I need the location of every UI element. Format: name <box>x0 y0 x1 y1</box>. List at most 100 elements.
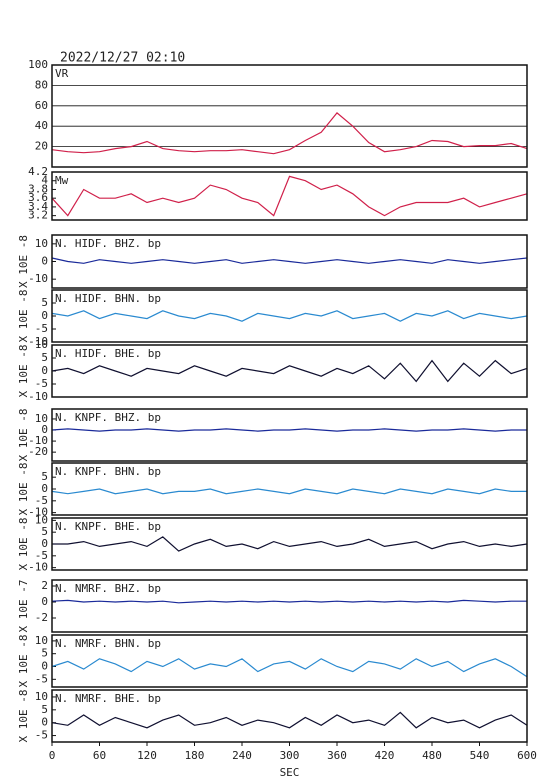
y-tick-label: 5 <box>41 470 48 483</box>
y-tick-label: 4.2 <box>28 165 48 178</box>
x-tick-label: 360 <box>327 749 347 762</box>
y-tick-label: 100 <box>28 58 48 71</box>
x-tick-label: 120 <box>137 749 157 762</box>
x-tick-label: 300 <box>280 749 300 762</box>
y-tick-label: 0 <box>41 716 48 729</box>
y-tick-label: 10 <box>35 237 48 250</box>
trace <box>52 536 528 552</box>
trace <box>51 257 528 264</box>
y-tick-label: 3.4 <box>28 200 48 213</box>
y-tick-label: 0 <box>41 595 48 608</box>
panel-label: N. NMRF. BHZ. bp <box>55 582 161 595</box>
panel-label: N. HIDF. BHE. bp <box>55 347 161 360</box>
y-tick-label: 3.2 <box>28 209 48 222</box>
y-tick-label: -10 <box>28 561 48 574</box>
panel-frame <box>51 579 528 633</box>
x-tick-label: 420 <box>375 749 395 762</box>
y-tick-label: 0 <box>41 537 48 550</box>
y-axis-label: X 10E -7 <box>17 580 30 633</box>
y-tick-label: 5 <box>41 703 48 716</box>
y-tick-label: -10 <box>28 390 48 403</box>
x-tick-label: 480 <box>422 749 442 762</box>
panel-label: N. KNPF. BHN. bp <box>55 465 161 478</box>
y-tick-label: 10 <box>35 634 48 647</box>
y-tick-label: 0 <box>41 482 48 495</box>
panel-label: N. KNPF. BHE. bp <box>55 520 161 533</box>
trace <box>51 711 528 729</box>
y-tick-label: 10 <box>35 690 48 703</box>
y-tick-label: 5 <box>41 647 48 660</box>
y-tick-label: 5 <box>41 351 48 364</box>
y-tick-label: -5 <box>35 494 48 507</box>
y-tick-label: -5 <box>35 549 48 562</box>
y-tick-label: 4 <box>41 174 48 187</box>
y-tick-label: 40 <box>35 119 48 132</box>
y-tick-label: 5 <box>41 525 48 538</box>
y-tick-label: 0 <box>41 423 48 436</box>
y-tick-label: -5 <box>35 377 48 390</box>
y-axis-label: X 10E -8 <box>17 518 30 571</box>
trace <box>51 488 527 495</box>
panel-frame <box>51 517 528 571</box>
y-tick-label: -2 <box>35 611 48 624</box>
y-tick-label: 0 <box>41 364 48 377</box>
y-tick-label: 0 <box>41 255 48 268</box>
panel-frame <box>51 634 528 688</box>
panel-label: N. KNPF. BHZ. bp <box>55 411 161 424</box>
y-tick-label: 5 <box>41 296 48 309</box>
panel-frame <box>51 408 528 462</box>
y-tick-label: 3.8 <box>28 182 48 195</box>
panel-frame <box>51 234 528 289</box>
panel-frame <box>51 289 528 343</box>
x-axis-label: SEC <box>280 766 300 779</box>
panel-label: N. HIDF. BHZ. bp <box>55 237 161 250</box>
y-tick-label: 80 <box>35 78 48 91</box>
y-tick-label: 10 <box>35 513 48 526</box>
y-tick-label: -10 <box>28 335 48 348</box>
panel-label: N. HIDF. BHN. bp <box>55 292 161 305</box>
trace <box>51 310 528 322</box>
y-tick-label: -20 <box>28 445 48 458</box>
trace <box>51 599 527 604</box>
x-tick-label: 60 <box>93 749 106 762</box>
x-tick-label: 600 <box>517 749 537 762</box>
y-tick-label: -5 <box>35 322 48 335</box>
chart-title: 2022/12/27 02:10 <box>60 51 185 66</box>
y-tick-label: 2 <box>41 579 48 592</box>
y-axis-label: X 10E -8 <box>17 290 30 343</box>
y-tick-label: -10 <box>28 434 48 447</box>
y-tick-label: 10 <box>35 338 48 351</box>
x-tick-label: 540 <box>470 749 490 762</box>
y-tick-label: -10 <box>28 272 48 285</box>
x-tick-label: 180 <box>185 749 205 762</box>
panel-label: N. NMRF. BHE. bp <box>55 692 161 705</box>
panel-label: VR <box>55 67 69 80</box>
panel-frame <box>51 462 528 516</box>
x-tick-label: 0 <box>49 749 56 762</box>
y-tick-label: 3.6 <box>28 191 48 204</box>
trace <box>51 175 528 217</box>
panel-frame <box>51 171 528 221</box>
y-tick-label: -10 <box>28 506 48 519</box>
y-axis-label: X 10E -8 <box>17 235 30 288</box>
trace <box>51 359 528 383</box>
y-axis-label: X 10E -8 <box>17 409 30 462</box>
panel-frame <box>51 344 528 398</box>
y-axis-label: X 10E -8 <box>17 463 30 516</box>
panel-frame <box>51 64 528 168</box>
y-axis-label: X 10E -8 <box>17 635 30 688</box>
y-tick-label: 10 <box>35 412 48 425</box>
y-tick-label: 20 <box>35 140 48 153</box>
x-tick-label: 240 <box>232 749 252 762</box>
y-tick-label: 0 <box>41 309 48 322</box>
trace <box>51 428 527 432</box>
trace <box>51 658 528 678</box>
y-axis-label: X 10E -8 <box>17 690 30 743</box>
y-tick-label: -5 <box>35 729 48 742</box>
y-tick-label: -5 <box>35 672 48 685</box>
panel-label: N. NMRF. BHN. bp <box>55 637 161 650</box>
trace <box>51 112 528 155</box>
y-tick-label: 0 <box>41 660 48 673</box>
y-tick-label: 60 <box>35 99 48 112</box>
